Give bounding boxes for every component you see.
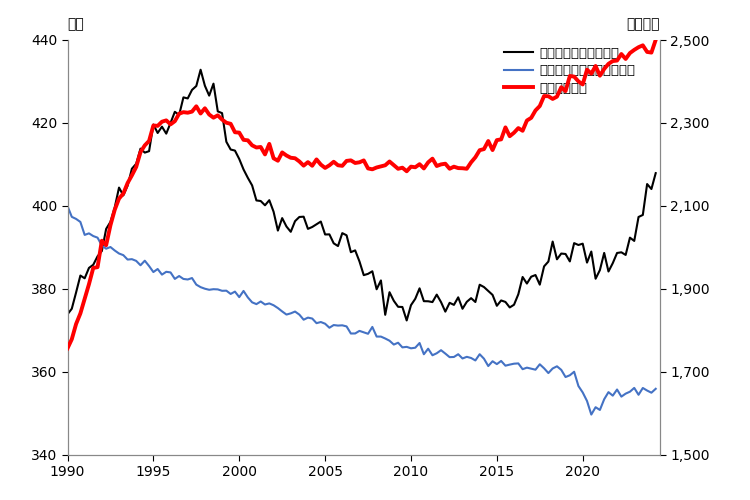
- Text: 円／時間: 円／時間: [626, 18, 660, 32]
- Text: 万円: 万円: [68, 18, 84, 32]
- Legend: 現金給与総額（左軸）, 年間総実労働時間（右軸）, 時給（右軸）: 現金給与総額（左軸）, 年間総実労働時間（右軸）, 時給（右軸）: [504, 46, 636, 95]
